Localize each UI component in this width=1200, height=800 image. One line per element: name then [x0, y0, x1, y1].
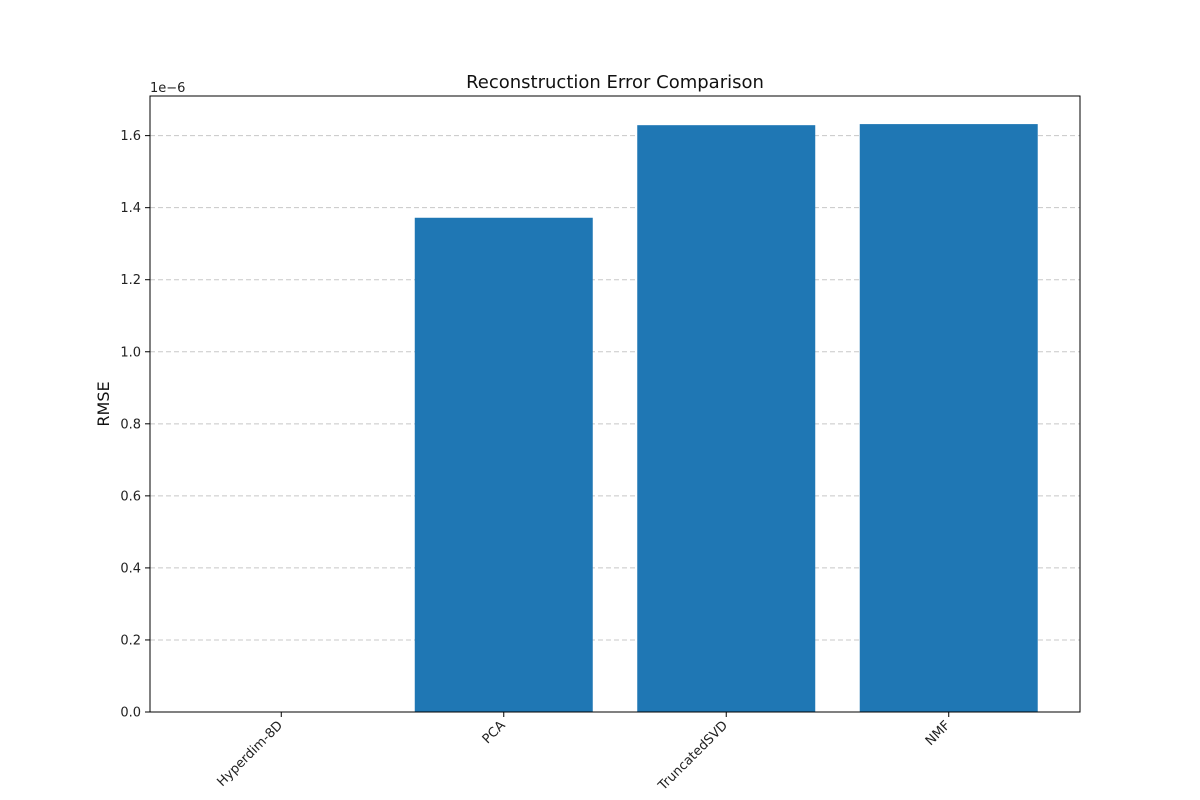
y-tick-label: 0.4	[120, 561, 141, 576]
x-tick-label: Hyperdim-8D	[214, 718, 286, 790]
y-tick-label: 0.6	[120, 489, 141, 504]
y-axis-ticks: 0.0 0.2 0.4 0.6 0.8 1.0 1.2 1.4 1.6	[120, 129, 150, 721]
y-tick-label: 1.2	[120, 273, 141, 288]
y-tick-label: 0.8	[120, 417, 141, 432]
bar-nmf	[859, 124, 1038, 712]
x-tick-label: TruncatedSVD	[655, 718, 731, 794]
y-tick-label: 1.0	[120, 345, 141, 360]
bar-truncatedsvd	[637, 125, 816, 712]
bars	[414, 124, 1038, 712]
x-tick-label: NMF	[923, 718, 954, 749]
y-tick-label: 0.2	[120, 633, 141, 648]
bar-pca	[414, 217, 593, 712]
plot-frame	[149, 95, 1081, 713]
y-tick-label: 1.6	[120, 129, 141, 144]
x-axis-ticks: Hyperdim-8D PCA TruncatedSVD NMF	[214, 712, 954, 794]
y-tick-label: 1.4	[120, 201, 141, 216]
chart-title: Reconstruction Error Comparison	[466, 72, 764, 93]
y-tick-label: 0.0	[120, 706, 141, 721]
grid-lines	[150, 135, 1080, 641]
y-axis-offset-label: 1e−6	[150, 81, 185, 96]
y-axis-title: RMSE	[94, 381, 113, 426]
x-tick-label: PCA	[480, 718, 509, 747]
